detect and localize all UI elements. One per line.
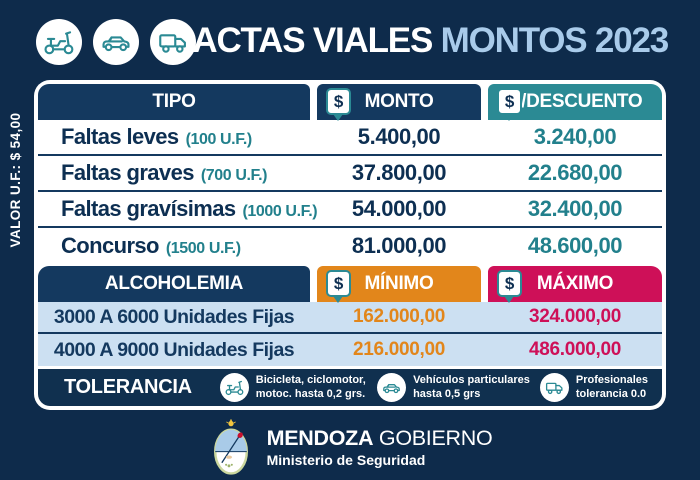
column-header-tipo: TIPO (38, 84, 310, 120)
tolerancia-item-line2: motoc. hasta 0,2 grs. (255, 387, 366, 400)
fine-uf-label: (1500 U.F.) (165, 240, 241, 257)
fine-type-label: Faltas leves (61, 124, 179, 149)
dollar-badge-icon: $ (497, 88, 522, 121)
alcohol-min-value: 216.000,00 (352, 339, 446, 360)
fine-type-label: Faltas graves (61, 160, 194, 185)
truck-icon (150, 19, 196, 65)
dollar-badge-icon: $ (497, 270, 522, 303)
fine-type-label: Concurso (61, 233, 159, 258)
dollar-badge-icon: $ (326, 270, 351, 303)
alcohol-range-label: 4000 A 9000 Unidades Fijas (53, 338, 295, 361)
column-header-alcoholemia: ALCOHOLEMIA (38, 266, 310, 302)
maximo-header-label: MÁXIMO (536, 273, 614, 294)
tolerancia-item-line2: hasta 0,5 grs (413, 387, 481, 400)
fine-descuento-value: 3.240,00 (533, 124, 617, 149)
car-icon (377, 373, 407, 402)
fine-type-label: Faltas gravísimas (61, 196, 236, 221)
fine-uf-label: (700 U.F.) (200, 167, 268, 184)
tolerancia-item-car: Vehículos particulares hasta 0,5 grs (377, 373, 530, 402)
page-title: ACTAS VIALES MONTOS 2023 (192, 21, 670, 61)
truck-icon (539, 373, 569, 402)
column-header-maximo: $ MÁXIMO (488, 266, 662, 303)
page-title-main: ACTAS VIALES (192, 21, 433, 60)
table-row: 3000 A 6000 Unidades Fijas 162.000,00 32… (38, 302, 662, 334)
alcohol-range-label: 3000 A 6000 Unidades Fijas (53, 305, 295, 328)
table-row: 4000 A 9000 Unidades Fijas 216.000,00 48… (38, 334, 662, 366)
fine-monto-value: 37.800,00 (351, 160, 447, 185)
fine-monto-value: 54.000,00 (351, 196, 447, 221)
tolerancia-bar: TOLERANCIA Bicicleta, ciclomotor, motoc.… (38, 369, 662, 406)
table-row: Concurso (1500 U.F.) 81.000,00 48.600,00 (38, 228, 662, 264)
footer-ministry: Ministerio de Seguridad (266, 452, 426, 468)
mendoza-coat-of-arms (213, 418, 248, 475)
scooter-icon (36, 19, 82, 65)
fine-descuento-value: 32.400,00 (527, 196, 623, 221)
footer-org-name: MENDOZA GOBIERNO (266, 426, 493, 450)
scooter-icon (219, 373, 249, 402)
fine-monto-value: 5.400,00 (357, 124, 441, 149)
monto-header-label: MONTO (364, 91, 434, 112)
column-header-minimo: $ MÍNIMO (317, 266, 481, 303)
alcohol-table-header: ALCOHOLEMIA $ MÍNIMO $ MÁXIMO (38, 266, 662, 303)
fine-descuento-value: 22.680,00 (527, 160, 623, 185)
fine-monto-value: 81.000,00 (351, 233, 447, 258)
tolerancia-item-line1: Profesionales (575, 373, 648, 386)
fines-table-header: TIPO $ MONTO $ C/DESCUENTO (38, 84, 662, 121)
tolerancia-item-bicycle: Bicicleta, ciclomotor, motoc. hasta 0,2 … (219, 373, 367, 402)
fines-card: TIPO $ MONTO $ C/DESCUENTO Faltas leves … (34, 80, 666, 410)
fine-descuento-value: 48.600,00 (527, 233, 623, 258)
car-icon (93, 19, 139, 65)
minimo-header-label: MÍNIMO (364, 273, 434, 294)
dollar-badge-icon: $ (326, 88, 351, 121)
table-row: Faltas gravísimas (1000 U.F.) 54.000,00 … (38, 192, 662, 228)
fine-uf-label: (100 U.F.) (185, 131, 253, 148)
tolerancia-item-line1: Bicicleta, ciclomotor, (255, 373, 366, 386)
tolerancia-item-line2: tolerancia 0.0 (575, 387, 647, 400)
tolerancia-item-truck: Profesionales tolerancia 0.0 (539, 373, 648, 402)
alcoholemia-header-label: ALCOHOLEMIA (104, 273, 244, 294)
table-row: Faltas leves (100 U.F.) 5.400,00 3.240,0… (38, 120, 662, 156)
tolerancia-item-line1: Vehículos particulares (413, 373, 530, 386)
alcohol-min-value: 162.000,00 (352, 306, 446, 327)
header-vehicle-icons (36, 19, 196, 65)
descuento-header-label: C/DESCUENTO (507, 91, 643, 112)
fine-uf-label: (1000 U.F.) (242, 203, 318, 220)
uf-value-note: VALOR U.F.: $ 54,00 (8, 112, 23, 248)
alcohol-max-value: 486.000,00 (528, 339, 622, 360)
tipo-header-label: TIPO (152, 91, 196, 112)
table-row: Faltas graves (700 U.F.) 37.800,00 22.68… (38, 156, 662, 192)
page-title-year: MONTOS 2023 (432, 21, 670, 60)
tolerancia-title: TOLERANCIA (64, 376, 192, 398)
footer-text-block: MENDOZA GOBIERNO Ministerio de Seguridad (267, 426, 493, 468)
column-header-descuento: $ C/DESCUENTO (488, 84, 662, 121)
footer: MENDOZA GOBIERNO Ministerio de Seguridad (0, 414, 700, 480)
alcohol-max-value: 324.000,00 (528, 306, 622, 327)
column-header-monto: $ MONTO (317, 84, 481, 121)
